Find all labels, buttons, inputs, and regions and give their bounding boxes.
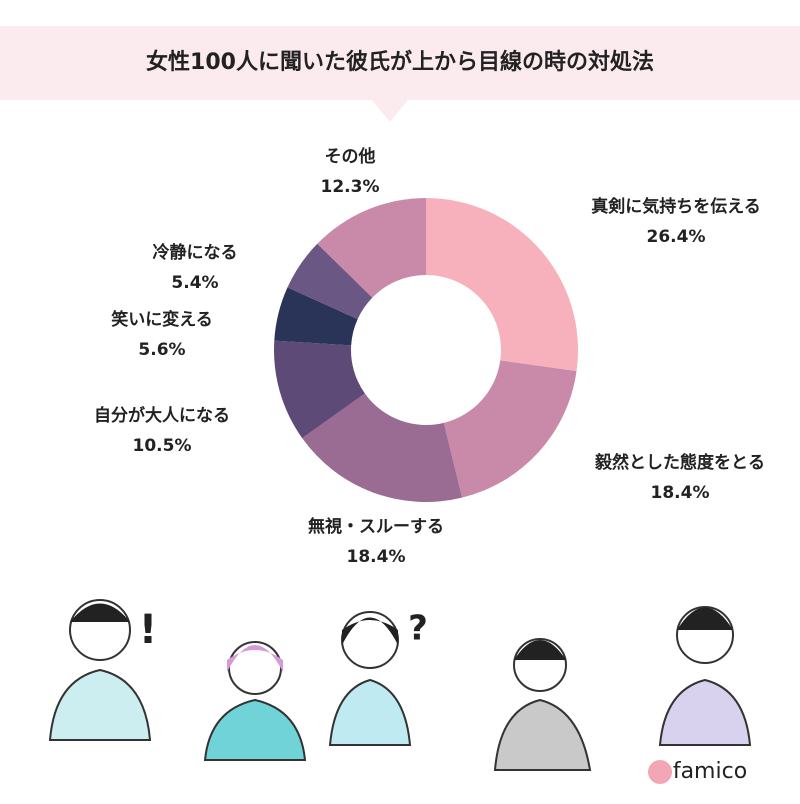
slice-label: 自分が大人になる [94,405,230,426]
person [493,638,592,771]
brand-logo: famico [673,759,747,784]
slice-label: その他 [325,146,376,167]
illustrations: ! ? [48,599,752,771]
donut-slice [443,360,577,498]
person [658,606,752,746]
donut-slice [317,198,426,298]
slice-label: 無視・スルーする [308,516,444,537]
person [203,641,307,761]
person: ? [328,609,428,746]
person: ! [48,599,157,741]
title-banner [0,26,800,100]
donut-slice [274,287,358,346]
svg-text:?: ? [408,609,428,649]
donut-slice [426,198,578,372]
slice-label: 毅然とした態度をとる [594,452,765,473]
slice-value-label: 5.4% [171,273,218,293]
slice-value-label: 12.3% [321,177,380,197]
banner-notch [372,100,408,122]
slice-label: 真剣に気持ちを伝える [591,196,761,217]
slice-value-label: 18.4% [651,483,710,503]
donut-slice [287,243,373,320]
slice-value-label: 5.6% [138,340,185,360]
svg-text:!: ! [139,607,157,653]
slice-value-label: 10.5% [133,436,192,456]
donut-slice [274,340,365,439]
slice-label: 笑いに変える [111,309,213,330]
donut-slice [302,393,463,502]
slice-label: 冷静になる [153,242,238,263]
chart-title: 女性100人に聞いた彼氏が上から目線の時の対処法 [146,49,654,75]
slice-value-label: 18.4% [347,547,406,567]
slice-value-label: 26.4% [647,227,706,247]
brand-logo-icon [648,760,672,784]
